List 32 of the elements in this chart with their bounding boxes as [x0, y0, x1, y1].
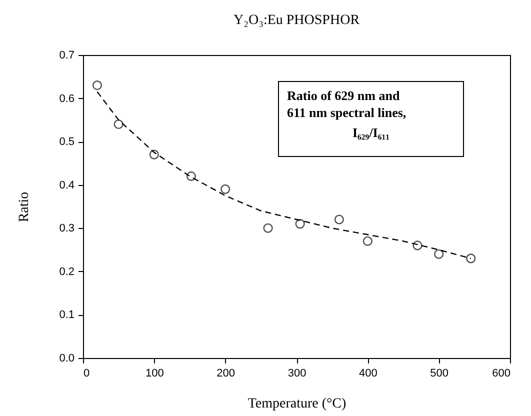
y-tick-label: 0.7	[59, 50, 74, 62]
x-tick-label: 200	[216, 368, 236, 380]
y-tick-label: 0.2	[59, 266, 74, 278]
y-tick-label: 0.5	[59, 136, 74, 148]
point	[92, 80, 102, 90]
x-tick-label: 500	[430, 368, 449, 380]
annotation: Ratio of 629 nm and 611 nm spectral lines, I₆₂₉/I₆₁₁	[287, 87, 408, 141]
x-axis-title: Temperature (°C)	[248, 396, 346, 412]
point	[412, 240, 422, 250]
point	[466, 254, 476, 264]
point	[334, 214, 344, 224]
point	[114, 119, 124, 130]
x-tick-label: 400	[358, 368, 378, 380]
point	[295, 219, 305, 229]
point	[362, 236, 372, 246]
y-axis-title: Ratio	[17, 192, 32, 222]
point	[434, 249, 444, 259]
note-box: Ratio of 629 nm and 611 nm spectral lines, I₆₂₉/I₆₁₁	[278, 81, 464, 157]
y-tick-label: 0.3	[59, 222, 74, 235]
x-tick-label: 600	[492, 368, 510, 380]
x-tick-label: 300	[288, 368, 306, 380]
chart-title: Y₂O₃:Eu PHOSPHOR	[233, 13, 360, 28]
y-tick-label: 0.4	[59, 179, 74, 192]
y-tick-label: 0.6	[59, 92, 74, 105]
point	[220, 184, 230, 194]
y-tick-label: 0.1	[59, 309, 74, 322]
y-tick-label: 0.0	[59, 352, 74, 364]
x-tick-label: 100	[145, 368, 164, 380]
x-tick-label: 0	[84, 368, 90, 380]
point	[149, 150, 159, 160]
point	[186, 171, 196, 181]
point	[263, 223, 273, 233]
